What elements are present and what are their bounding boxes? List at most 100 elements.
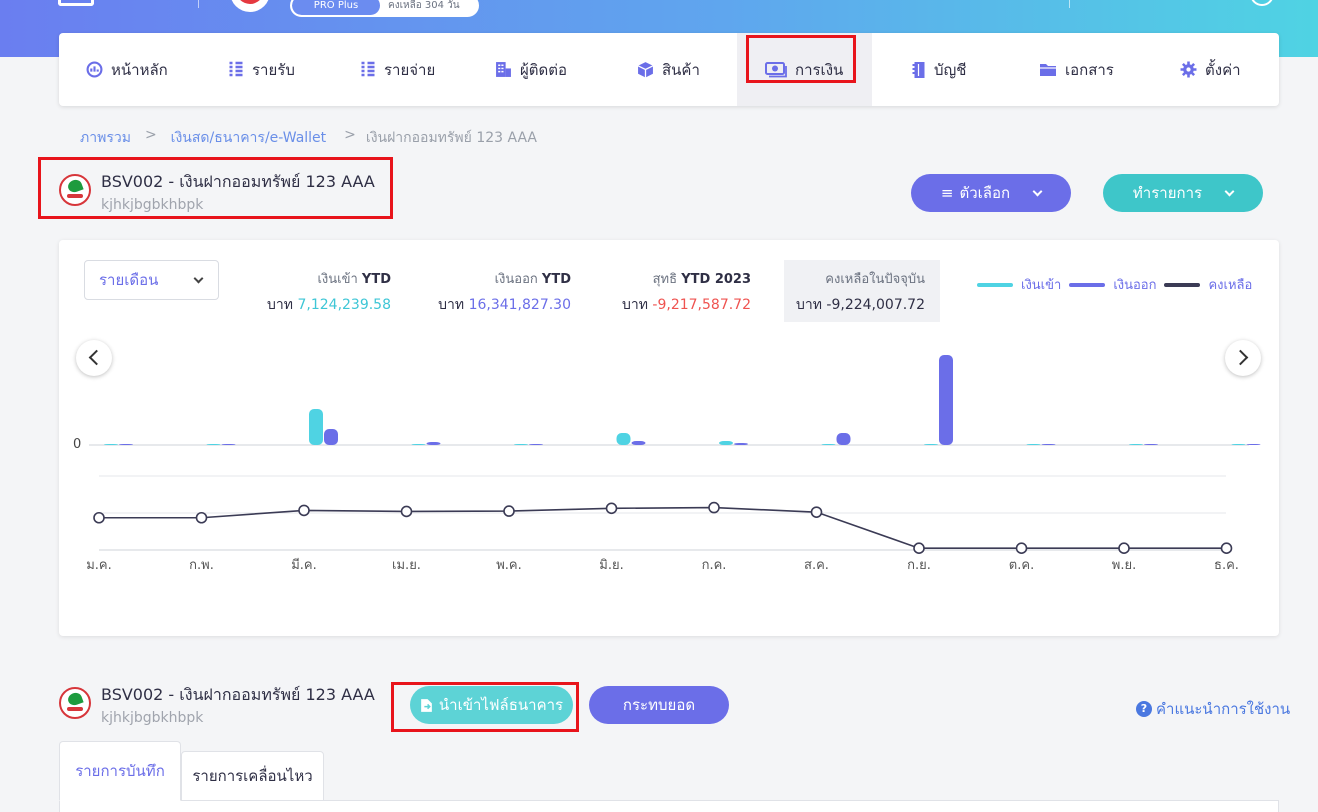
stat-value: บาท 7,124,239.58 <box>267 297 391 313</box>
balance-point <box>1220 542 1233 555</box>
reconcile-button[interactable]: กระทบยอด <box>589 686 729 724</box>
bar-income <box>514 444 528 445</box>
nav-item-documents[interactable]: เอกสาร <box>1039 33 1114 106</box>
menu-lines-icon: ≡ <box>940 184 954 202</box>
company-avatar[interactable] <box>230 0 270 12</box>
bar-expense <box>221 444 236 445</box>
bank-logo-icon <box>59 687 91 719</box>
bar-expense <box>324 429 338 445</box>
tab-recorded-entries[interactable]: รายการบันทึก <box>59 741 181 801</box>
transaction-dropdown-button[interactable]: ทำรายการ <box>1103 174 1263 212</box>
balance-point <box>400 505 413 518</box>
x-tick-label: ก.ย. <box>907 558 931 573</box>
balance-point <box>1118 542 1130 555</box>
x-tick-label: พ.ค. <box>496 558 522 573</box>
app-logo-icon[interactable] <box>58 0 94 6</box>
contacts-building-icon <box>496 62 511 77</box>
transactions-panel <box>59 800 1279 812</box>
breadcrumb-current: เงินฝากออมทรัพย์ 123 AAA <box>365 130 537 146</box>
gauge-icon <box>86 61 103 78</box>
chart-prev-button[interactable] <box>76 340 112 376</box>
bar-income <box>309 409 323 445</box>
x-tick-label: ม.ค. <box>86 558 112 573</box>
x-tick-label: ก.พ. <box>189 558 214 573</box>
account-subtitle: kjhkjbgbkhbpk <box>101 197 204 213</box>
breadcrumb-cash-bank[interactable]: เงินสด/ธนาคาร/e-Wallet <box>170 130 327 146</box>
nav-item-accounting[interactable]: บัญชี <box>911 33 966 106</box>
balance-point <box>1015 542 1028 555</box>
bar-income <box>1026 444 1041 445</box>
account-title: BSV002 - เงินฝากออมทรัพย์ 123 AAA <box>101 172 375 191</box>
nav-label: รายรับ <box>252 60 295 79</box>
stat-income-ytd: เงินเข้า YTD บาท 7,124,239.58 <box>267 268 391 316</box>
user-menu-icon[interactable] <box>1250 0 1274 6</box>
period-select-value: รายเดือน <box>99 271 159 289</box>
legend-item-income[interactable]: เงินเข้า <box>977 274 1061 295</box>
bar-income <box>1129 444 1143 445</box>
nav-label: รายจ่าย <box>384 60 436 79</box>
account-header-secondary: BSV002 - เงินฝากออมทรัพย์ 123 AAA kjhkjb… <box>59 683 375 726</box>
help-label: คำแนะนำการใช้งาน <box>1156 700 1291 718</box>
balance-point <box>195 511 208 524</box>
help-guide-link[interactable]: ? คำแนะนำการใช้งาน <box>1136 697 1290 721</box>
nav-item-contacts[interactable]: ผู้ติดต่อ <box>495 33 567 106</box>
balance-point <box>605 502 618 515</box>
nav-item-home[interactable]: หน้าหลัก <box>86 33 168 106</box>
stat-label: เงินออก YTD <box>494 272 571 287</box>
main-nav: หน้าหลัก รายรับ รายจ่าย ผู้ติดต่อ สินค้า… <box>59 33 1279 106</box>
x-tick-label: เม.ย. <box>392 558 421 573</box>
legend-item-balance[interactable]: คงเหลือ <box>1164 274 1252 295</box>
stat-label: เงินเข้า YTD <box>317 272 391 287</box>
stat-value: บาท 16,341,827.30 <box>438 297 571 313</box>
x-tick-label: พ.ย. <box>1112 558 1136 573</box>
options-dropdown-button[interactable]: ≡ ตัวเลือก <box>911 174 1071 212</box>
money-icon <box>765 61 787 77</box>
transaction-label: ทำรายการ <box>1132 184 1203 202</box>
nav-item-finance[interactable]: การเงิน <box>737 33 872 106</box>
chart-next-button[interactable] <box>1225 340 1261 376</box>
account-subtitle: kjhkjbgbkhbpk <box>101 710 204 726</box>
bar-expense <box>734 443 748 445</box>
bar-income <box>616 433 631 445</box>
account-header: BSV002 - เงินฝากออมทรัพย์ 123 AAA kjhkjb… <box>59 170 375 213</box>
nav-item-expense[interactable]: รายจ่าย <box>359 33 435 106</box>
legend-item-expense[interactable]: เงินออก <box>1069 274 1156 295</box>
chevron-down-icon <box>1032 186 1043 196</box>
plan-badge[interactable]: PRO Plus คงเหลือ 304 วัน <box>290 0 479 17</box>
bar-expense <box>529 444 543 445</box>
plan-remaining-days: คงเหลือ 304 วัน <box>388 0 460 11</box>
x-tick-label: ธ.ค. <box>1214 558 1239 573</box>
breadcrumb-separator: > <box>344 127 356 143</box>
nav-label: ตั้งค่า <box>1205 60 1241 79</box>
tab-label: รายการเคลื่อนไหว <box>192 767 313 785</box>
bar-income <box>206 444 221 445</box>
balance-point <box>503 505 515 517</box>
balance-line <box>99 506 1227 550</box>
reconcile-label: กระทบยอด <box>622 696 696 714</box>
stat-value: บาท -9,217,587.72 <box>621 297 751 313</box>
x-tick-label: มี.ค. <box>291 557 317 573</box>
nav-item-income[interactable]: รายรับ <box>227 33 295 106</box>
import-bank-file-button[interactable]: นำเข้าไฟล์ธนาคาร <box>410 686 573 724</box>
header-divider <box>1069 0 1070 8</box>
stat-label: คงเหลือในปัจจุบัน <box>825 272 925 287</box>
legend-swatch <box>1069 282 1106 287</box>
bar-expense <box>939 355 953 445</box>
stat-value: บาท -9,224,007.72 <box>795 297 925 313</box>
balance-point <box>708 501 720 514</box>
bank-logo-icon <box>59 174 91 206</box>
nav-label: บัญชี <box>934 60 967 79</box>
bar-expense <box>631 441 646 445</box>
period-select[interactable]: รายเดือน <box>84 260 219 300</box>
options-label: ตัวเลือก <box>959 184 1011 202</box>
bar-expense <box>426 442 441 445</box>
import-label: นำเข้าไฟล์ธนาคาร <box>438 696 564 714</box>
breadcrumb-separator: > <box>144 127 157 143</box>
breadcrumb-overview[interactable]: ภาพรวม <box>80 130 131 146</box>
tab-movements[interactable]: รายการเคลื่อนไหว <box>181 751 324 801</box>
stat-label: สุทธิ YTD 2023 <box>652 272 751 287</box>
bar-income <box>1231 444 1246 445</box>
nav-item-settings[interactable]: ตั้งค่า <box>1180 33 1241 106</box>
nav-item-products[interactable]: สินค้า <box>637 33 700 106</box>
tab-label: รายการบันทึก <box>75 762 165 780</box>
